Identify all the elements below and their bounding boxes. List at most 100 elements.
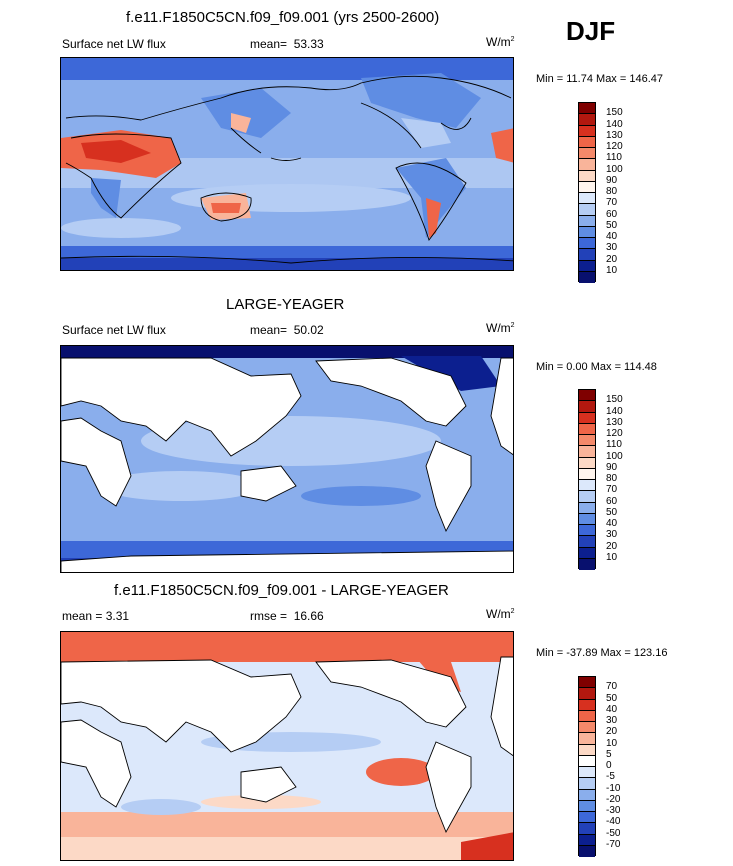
panel-1-variable-label: Surface net LW flux (62, 37, 166, 51)
colorbar-swatch (579, 480, 595, 492)
colorbar-swatch (579, 446, 595, 458)
colorbar-swatch (579, 536, 595, 548)
colorbar-tick-label: 20 (606, 540, 618, 552)
panel-1-units: W/m2 (486, 35, 515, 49)
panel-3-rmse-value: 16.66 (293, 609, 324, 623)
colorbar-swatch (579, 103, 595, 115)
colorbar-swatch (579, 204, 595, 216)
colorbar-tick-label: 80 (606, 186, 618, 197)
colorbar-tick-label: 70 (606, 484, 618, 496)
colorbar-swatch (579, 823, 595, 835)
colorbar-swatch (579, 260, 595, 272)
colorbar-tick-label: 90 (606, 174, 618, 186)
panel-3-minmax: Min = -37.89 Max = 123.16 (536, 647, 668, 659)
panel-2-title: LARGE-YEAGER (226, 296, 345, 313)
panel-1-minmax: Min = 11.74 Max = 146.47 (536, 73, 663, 85)
colorbar-tick-label: -50 (606, 827, 621, 839)
colorbar-swatch (579, 755, 595, 767)
colorbar-tick-label: 30 (606, 242, 618, 254)
panel-2-units: W/m2 (486, 321, 515, 335)
panel-1-mean-label: mean= 53.33 (250, 37, 324, 51)
colorbar-swatch (579, 249, 595, 261)
colorbar-tick-label: 50 (606, 506, 618, 518)
panel-2-mean-value: 50.02 (293, 323, 324, 337)
colorbar-tick-label: 20 (606, 253, 618, 265)
colorbar-tick-label: 110 (606, 439, 622, 451)
colorbar-swatch (579, 558, 595, 570)
colorbar-swatch (579, 181, 595, 193)
colorbar-swatch (579, 733, 595, 745)
panel-3-title: f.e11.F1850C5CN.f09_f09.001 - LARGE-YEAG… (114, 582, 449, 599)
colorbar-tick-label: 90 (606, 461, 618, 473)
colorbar-tick-label: 40 (606, 703, 618, 715)
colorbar-tick-label: 0 (606, 760, 612, 771)
colorbar-tick-label: 30 (606, 529, 618, 541)
colorbar-tick-label: 10 (606, 264, 618, 276)
colorbar-tick-label: 50 (606, 219, 618, 231)
colorbar-tick-label: 130 (606, 129, 623, 141)
colorbar-tick-label: 100 (606, 450, 623, 462)
panel-3-mean-label: mean = 3.31 (62, 609, 130, 623)
colorbar-tick-label: 150 (606, 394, 623, 406)
panel-3-contour-field (61, 632, 513, 860)
colorbar-tick-label: -20 (606, 793, 621, 805)
colorbar-tick-label: -5 (606, 771, 615, 783)
colorbar-swatch (579, 767, 595, 779)
colorbar-tick-label: 50 (606, 692, 618, 704)
colorbar-swatch (579, 114, 595, 126)
panel-2-mean-key: mean= (250, 323, 288, 337)
colorbar-tick-label: 140 (606, 118, 623, 130)
colorbar-swatch (579, 159, 595, 171)
panel-1-map (60, 57, 514, 271)
colorbar-swatch (579, 834, 595, 846)
colorbar-tick-label: -10 (606, 782, 621, 794)
colorbar-swatch (579, 226, 595, 238)
colorbar-swatch (579, 457, 595, 469)
colorbar-swatch (579, 435, 595, 447)
colorbar-swatch (579, 722, 595, 734)
colorbar-swatch (579, 238, 595, 250)
panel-2-map (60, 345, 514, 573)
colorbar-tick-label: 120 (606, 428, 623, 439)
panel-1-colorbar (578, 102, 596, 283)
colorbar-swatch (579, 744, 595, 756)
panel-2-colorbar (578, 389, 596, 570)
colorbar-tick-label: 20 (606, 726, 618, 738)
colorbar-swatch (579, 125, 595, 137)
colorbar-tick-label: 10 (606, 737, 618, 749)
colorbar-swatch (579, 170, 595, 182)
colorbar-swatch (579, 193, 595, 205)
colorbar-swatch (579, 271, 595, 283)
colorbar-swatch (579, 525, 595, 537)
colorbar-tick-label: 60 (606, 208, 618, 220)
colorbar-tick-label: 60 (606, 495, 618, 507)
panel-3-colorbar (578, 676, 596, 857)
panel-1-title: f.e11.F1850C5CN.f09_f09.001 (yrs 2500-26… (126, 9, 440, 26)
colorbar-tick-label: 130 (606, 416, 623, 428)
panel-3-rmse-key: rmse = (250, 609, 288, 623)
colorbar-tick-label: 80 (606, 473, 618, 484)
colorbar-swatch (579, 547, 595, 559)
panel-1-mean-key: mean= (250, 37, 288, 51)
colorbar-tick-label: 10 (606, 551, 618, 563)
panel-3-map (60, 631, 514, 861)
colorbar-swatch (579, 778, 595, 790)
colorbar-tick-label: 30 (606, 715, 618, 726)
colorbar-tick-label: 150 (606, 107, 623, 119)
panel-3-units: W/m2 (486, 607, 515, 621)
colorbar-tick-label: 40 (606, 518, 618, 529)
colorbar-swatch (579, 390, 595, 402)
colorbar-swatch (579, 513, 595, 525)
colorbar-tick-label: -40 (606, 816, 621, 828)
season-label: DJF (566, 16, 616, 46)
colorbar-swatch (579, 789, 595, 801)
colorbar-tick-label: 110 (606, 152, 622, 164)
panel-3-rmse-label: rmse = 16.66 (250, 609, 324, 623)
colorbar-swatch (579, 423, 595, 435)
colorbar-swatch (579, 136, 595, 148)
colorbar-swatch (579, 148, 595, 160)
panel-2-variable-label: Surface net LW flux (62, 323, 166, 337)
colorbar-swatch (579, 215, 595, 227)
colorbar-tick-label: 100 (606, 163, 623, 175)
colorbar-swatch (579, 491, 595, 503)
